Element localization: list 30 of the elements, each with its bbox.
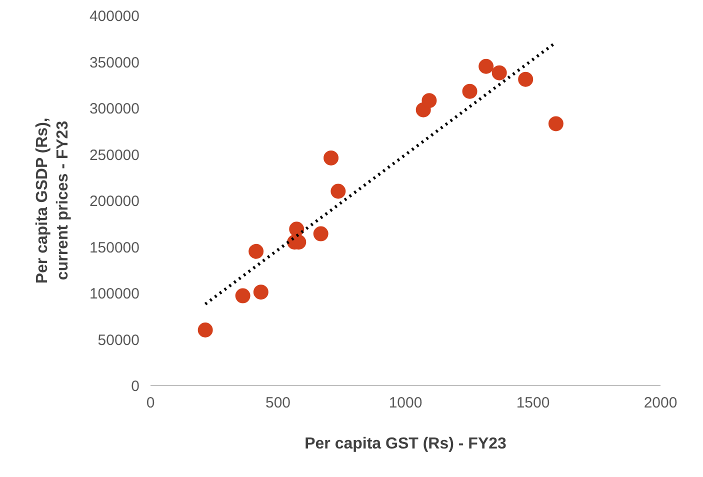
x-tick-label: 0 [146,394,155,412]
point [324,150,339,166]
point [253,284,268,300]
point [289,222,304,237]
x-tick-label: 2000 [644,394,678,412]
point [492,65,507,80]
x-tick-label: 1500 [516,394,550,412]
y-tick-label: 0 [131,378,140,395]
y-tick-label: 200000 [89,193,140,210]
y-tick-label: 50000 [98,332,140,349]
point [313,226,328,242]
point [198,322,213,338]
x-axis-title: Per capita GST (Rs) - FY23 [304,436,507,452]
point [330,184,346,199]
y-axis-title: Per capita GSDP (Rs), current prices - FY23 [34,118,72,284]
point [235,288,250,304]
y-tick-label: 350000 [89,54,140,72]
y-tick-label: 250000 [89,146,140,164]
point [422,93,437,108]
point [462,84,478,99]
x-tick-label: 1000 [388,394,422,412]
y-tick-label: 150000 [89,239,140,256]
y-tick-label: 400000 [89,8,140,25]
y-tick-label: 100000 [89,286,140,302]
point [478,58,494,74]
point [248,244,264,259]
point [548,116,564,132]
y-tick-label: 300000 [89,100,140,118]
x-tick-label: 500 [265,394,291,412]
point [518,72,534,87]
